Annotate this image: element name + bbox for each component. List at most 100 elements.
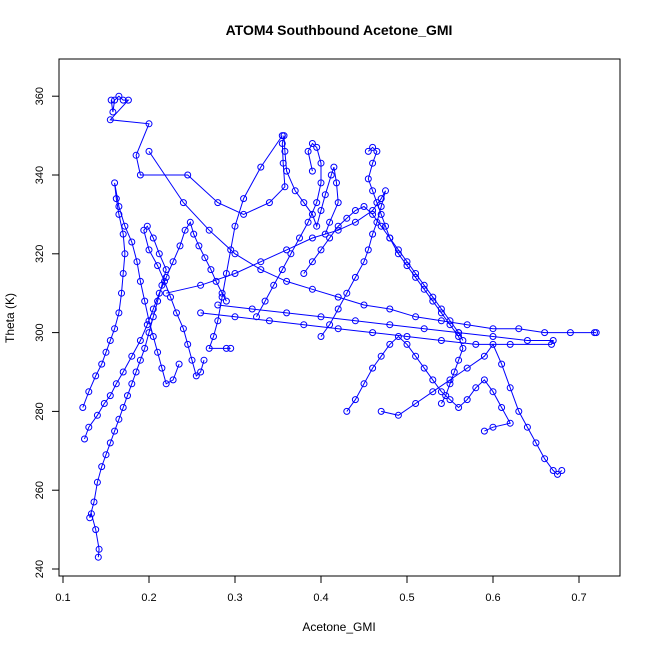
data-point [175,360,183,368]
series-line [367,146,464,404]
series-line [208,135,283,349]
data-point [106,439,114,447]
data-point [351,396,359,404]
data-point [261,297,269,305]
series-line [166,190,386,337]
data-point [278,266,286,274]
data-point [184,340,192,348]
series-line [89,225,205,558]
data-point [145,246,153,254]
data-point [377,352,385,360]
series-3 [79,179,183,411]
data-point [412,270,420,277]
data-point [214,317,222,325]
data-point [141,297,149,305]
data-point [140,226,148,234]
data-point [115,92,123,100]
data-point [257,258,265,266]
x-tick-label: 0.4 [313,592,328,604]
data-point [541,329,549,337]
data-point [265,317,273,325]
data-point [412,313,420,321]
data-point [265,199,273,207]
data-point [308,140,316,147]
data-point [179,199,187,207]
data-point [317,159,325,167]
data-point [326,234,334,242]
data-point [231,313,239,321]
data-point [377,407,385,415]
data-point [437,337,445,344]
data-point [489,423,497,431]
data-point [132,368,140,376]
series-11 [300,203,467,344]
data-point [343,407,351,415]
series-line [82,182,180,408]
data-point [112,195,120,203]
data-point [173,309,180,317]
data-point [141,344,149,352]
data-point [106,116,114,124]
data-point [369,329,377,337]
data-point [278,132,286,140]
data-point [455,356,463,364]
data-point [283,167,291,175]
data-point [304,147,312,155]
data-point [333,179,340,187]
data-point [248,305,256,313]
data-point [102,348,110,356]
data-point [93,478,101,486]
data-point [253,313,260,321]
data-point [100,400,108,407]
x-tick-label: 0.5 [399,592,414,604]
data-point [360,258,368,266]
series-7 [162,187,389,340]
data-point [321,191,329,199]
data-point [119,368,127,376]
data-point [119,230,127,238]
data-point [111,96,119,104]
data-point [334,293,342,301]
data-point [205,344,213,352]
data-point [386,321,394,329]
data-point [382,187,389,195]
series-1 [86,222,208,561]
data-point [351,207,359,214]
data-point [300,270,308,277]
data-point [149,305,157,313]
series-line [346,335,511,432]
data-point [403,258,411,266]
data-point [115,415,123,423]
data-point [321,230,329,238]
data-point [369,143,377,151]
data-point [420,364,428,372]
data-point [184,171,192,179]
data-point [489,333,497,340]
data-point [154,348,162,356]
data-point [186,218,194,226]
data-point [218,293,226,301]
data-point [506,419,514,427]
data-point [472,340,480,348]
data-point [133,258,141,266]
data-point [394,333,402,340]
data-point [296,234,303,242]
data-point [360,203,368,210]
data-point [119,96,127,104]
data-point [523,337,531,344]
data-point [412,400,420,407]
data-point [121,222,129,230]
data-point [549,467,557,474]
data-point [107,96,115,104]
data-point [334,199,342,207]
data-point [278,140,286,147]
data-point [115,203,123,210]
data-point [386,340,394,348]
data-point [459,337,467,344]
data-point [155,250,163,258]
data-point [291,187,299,195]
data-point [210,333,217,340]
data-point [308,258,316,266]
data-point [283,277,291,285]
